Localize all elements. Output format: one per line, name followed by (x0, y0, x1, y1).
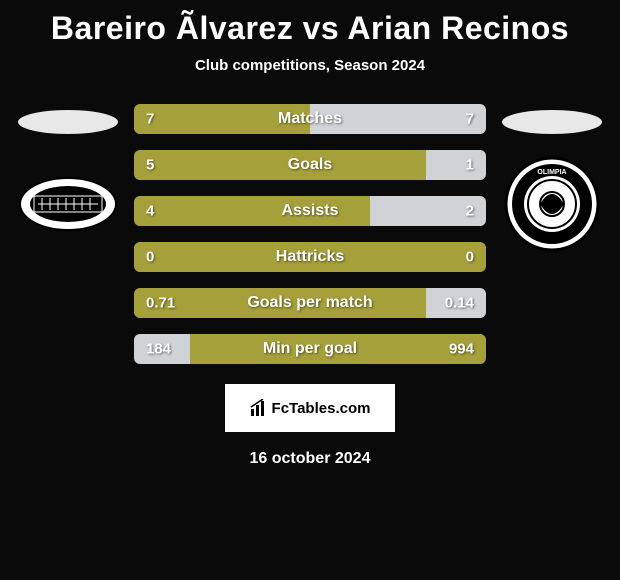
stat-label: Goals (288, 156, 332, 174)
stat-label: Matches (278, 110, 342, 128)
stat-value-right: 7 (466, 111, 474, 128)
stat-value-left: 0 (146, 249, 154, 266)
stat-value-left: 5 (146, 157, 154, 174)
stat-bar-left (134, 150, 426, 180)
stat-row: Min per goal 184 994 (134, 334, 486, 364)
left-player-column (8, 104, 128, 234)
stat-row: Assists 4 2 (134, 196, 486, 226)
date-label: 16 october 2024 (0, 450, 620, 468)
stat-row: Goals 5 1 (134, 150, 486, 180)
stat-value-right: 1 (466, 157, 474, 174)
stat-value-right: 994 (449, 341, 474, 358)
comparison-panel: Matches 7 7 Goals 5 1 Assists 4 2 Hattricks 0 0 Goal… (0, 104, 620, 364)
stat-row: Hattricks 0 0 (134, 242, 486, 272)
page-title: Bareiro Ãlvarez vs Arian Recinos (0, 0, 620, 47)
stat-bar-right (426, 150, 486, 180)
fctables-watermark: FcTables.com (225, 384, 395, 432)
chart-icon (250, 399, 268, 417)
stat-label: Goals per match (247, 294, 372, 312)
fctables-label: FcTables.com (272, 400, 371, 417)
club-olimpia-badge: OLIMPIA (502, 154, 602, 254)
stat-value-right: 2 (466, 203, 474, 220)
player-photo-placeholder-left (18, 110, 118, 134)
stat-value-left: 4 (146, 203, 154, 220)
right-player-column: OLIMPIA (492, 104, 612, 254)
stat-label: Min per goal (263, 340, 357, 358)
stat-label: Assists (282, 202, 339, 220)
stat-value-left: 184 (146, 341, 171, 358)
club-libertad-badge (18, 174, 118, 234)
stat-row: Goals per match 0.71 0.14 (134, 288, 486, 318)
player-photo-placeholder-right (502, 110, 602, 134)
svg-text:OLIMPIA: OLIMPIA (537, 169, 566, 176)
stat-value-right: 0 (466, 249, 474, 266)
stat-value-right: 0.14 (445, 295, 474, 312)
stat-row: Matches 7 7 (134, 104, 486, 134)
stat-bars: Matches 7 7 Goals 5 1 Assists 4 2 Hattricks 0 0 Goal… (128, 104, 492, 364)
stat-value-left: 7 (146, 111, 154, 128)
stat-label: Hattricks (276, 248, 344, 266)
stat-value-left: 0.71 (146, 295, 175, 312)
subtitle: Club competitions, Season 2024 (0, 57, 620, 74)
